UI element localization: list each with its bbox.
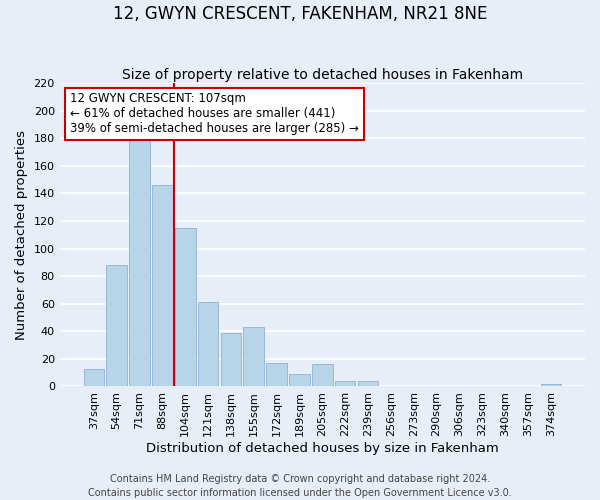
Text: Contains HM Land Registry data © Crown copyright and database right 2024.
Contai: Contains HM Land Registry data © Crown c… [88,474,512,498]
Bar [289,374,310,386]
X-axis label: Distribution of detached houses by size in Fakenham: Distribution of detached houses by size … [146,442,499,455]
Bar [266,363,287,386]
Bar [221,332,241,386]
Bar [358,381,379,386]
Bar [83,368,104,386]
Text: 12 GWYN CRESCENT: 107sqm
← 61% of detached houses are smaller (441)
39% of semi-: 12 GWYN CRESCENT: 107sqm ← 61% of detach… [70,92,359,136]
Bar [312,364,332,386]
Bar [152,185,173,386]
Title: Size of property relative to detached houses in Fakenham: Size of property relative to detached ho… [122,68,523,82]
Bar [198,302,218,386]
Y-axis label: Number of detached properties: Number of detached properties [15,130,28,340]
Bar [244,327,264,386]
Bar [335,381,355,386]
Text: 12, GWYN CRESCENT, FAKENHAM, NR21 8NE: 12, GWYN CRESCENT, FAKENHAM, NR21 8NE [113,5,487,23]
Bar [106,265,127,386]
Bar [175,228,196,386]
Bar [541,384,561,386]
Bar [129,140,150,386]
